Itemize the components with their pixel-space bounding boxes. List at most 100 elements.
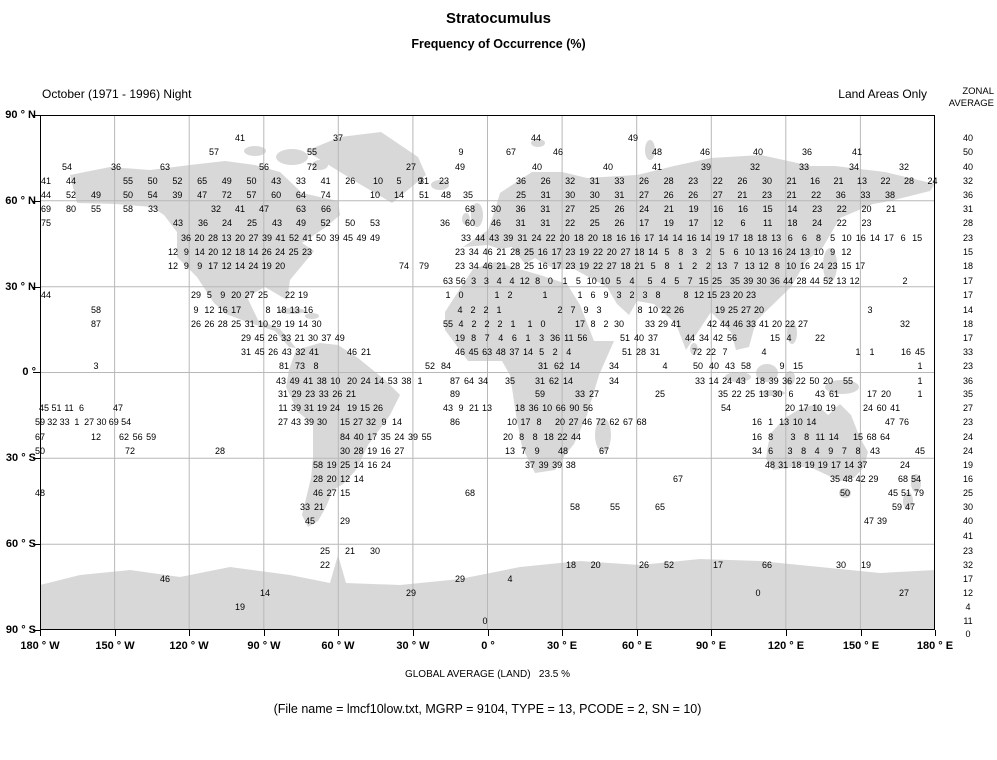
zonal-average-value: 16 bbox=[962, 474, 974, 484]
zonal-average-value: 32 bbox=[962, 560, 974, 570]
island-sumatra bbox=[725, 372, 751, 382]
continent-greenland bbox=[306, 132, 426, 203]
zonal-average-value: 31 bbox=[962, 204, 974, 214]
zonal-average-value: 18 bbox=[962, 261, 974, 271]
zonal-average-value: 4 bbox=[965, 602, 971, 612]
zonal-average-value: 18 bbox=[962, 319, 974, 329]
zonal-average-value: 24 bbox=[962, 446, 974, 456]
lon-tick bbox=[115, 630, 116, 636]
continent-australia bbox=[766, 404, 868, 481]
island-iceland bbox=[431, 180, 449, 190]
lon-axis-label: 180 ° E bbox=[916, 640, 954, 652]
global-average-text: GLOBAL AVERAGE (LAND) 23.5 % bbox=[404, 669, 571, 680]
lon-tick bbox=[562, 630, 563, 636]
island-java bbox=[759, 390, 785, 396]
zonal-average-value: 15 bbox=[962, 247, 974, 257]
zonal-average-value: 12 bbox=[962, 588, 974, 598]
island-new-guinea bbox=[825, 380, 859, 394]
lon-axis-label: 0 ° bbox=[481, 640, 495, 652]
zonal-average-value: 30 bbox=[962, 502, 974, 512]
page-subtitle: Frequency of Occurrence (%) bbox=[411, 37, 586, 51]
lat-tick bbox=[33, 630, 40, 631]
zonal-average-value: 40 bbox=[962, 133, 974, 143]
lon-tick bbox=[413, 630, 414, 636]
zonal-average-value: 50 bbox=[962, 147, 974, 157]
continent-eurasia bbox=[463, 155, 935, 350]
lon-axis-label: 90 ° W bbox=[247, 640, 281, 652]
island-arctic-2 bbox=[218, 165, 242, 177]
zonal-average-value: 23 bbox=[962, 417, 974, 427]
zonal-average-value: 35 bbox=[962, 389, 974, 399]
page-title: Stratocumulus bbox=[445, 10, 551, 27]
zonal-average-value: 32 bbox=[962, 176, 974, 186]
world-map bbox=[40, 115, 935, 630]
island-hispaniola bbox=[305, 313, 319, 319]
grid-lines bbox=[40, 115, 935, 630]
zonal-average-value: 17 bbox=[962, 574, 974, 584]
zonal-average-value: 24 bbox=[962, 432, 974, 442]
lat-axis-label: 90 ° N bbox=[5, 109, 36, 121]
lon-tick bbox=[935, 630, 936, 636]
island-philippines bbox=[787, 322, 797, 344]
zonal-average-value: 25 bbox=[962, 488, 974, 498]
lat-tick bbox=[33, 458, 40, 459]
lat-axis-label: 60 ° S bbox=[5, 538, 36, 550]
lon-tick bbox=[338, 630, 339, 636]
lat-tick bbox=[33, 115, 40, 116]
continent-south-america bbox=[286, 343, 400, 527]
zonal-average-value: 36 bbox=[962, 376, 974, 386]
zonal-average-value: 33 bbox=[962, 347, 974, 357]
lon-tick bbox=[488, 630, 489, 636]
lon-axis-label: 60 ° E bbox=[621, 640, 653, 652]
lon-axis-label: 120 ° W bbox=[169, 640, 209, 652]
zonal-average-value: 17 bbox=[962, 333, 974, 343]
lon-tick bbox=[786, 630, 787, 636]
lon-tick bbox=[861, 630, 862, 636]
lon-axis-label: 30 ° W bbox=[396, 640, 430, 652]
island-tasmania bbox=[839, 488, 851, 498]
lon-tick bbox=[264, 630, 265, 636]
lat-axis-label: 0 ° bbox=[22, 366, 36, 378]
zonal-header-line2: AVERAGE bbox=[948, 98, 994, 109]
island-madagascar bbox=[595, 418, 611, 452]
zonal-average-value: 17 bbox=[962, 276, 974, 286]
zonal-average-value: 41 bbox=[962, 531, 974, 541]
lon-axis-label: 30 ° E bbox=[546, 640, 578, 652]
lon-axis-label: 150 ° E bbox=[842, 640, 880, 652]
lon-axis-label: 180 ° W bbox=[20, 640, 60, 652]
zonal-average-value: 28 bbox=[962, 218, 974, 228]
island-new-zealand-south bbox=[903, 492, 913, 510]
area-label: Land Areas Only bbox=[838, 87, 927, 101]
zonal-average-value: 19 bbox=[962, 460, 974, 470]
island-sulawesi bbox=[785, 371, 795, 385]
zonal-average-value: 23 bbox=[962, 233, 974, 243]
zonal-average-value: 11 bbox=[963, 616, 973, 626]
lat-tick bbox=[33, 287, 40, 288]
lon-tick bbox=[189, 630, 190, 636]
zonal-average-header: ZONAL AVERAGE bbox=[949, 86, 994, 110]
lat-axis-label: 30 ° S bbox=[5, 452, 36, 464]
lat-axis-label: 30 ° N bbox=[5, 281, 36, 293]
zonal-average-value: 23 bbox=[962, 546, 974, 556]
island-japan bbox=[823, 248, 837, 282]
lon-axis-label: 60 ° W bbox=[321, 640, 355, 652]
file-info-text: (File name = lmcf10low.txt, MGRP = 9104,… bbox=[273, 702, 702, 716]
island-baffin bbox=[276, 149, 308, 165]
lat-tick bbox=[33, 201, 40, 202]
lon-axis-label: 120 ° E bbox=[767, 640, 805, 652]
zonal-average-value: 36 bbox=[962, 190, 974, 200]
island-new-zealand-north bbox=[911, 474, 921, 492]
lon-axis-label: 90 ° E bbox=[695, 640, 727, 652]
island-arctic-3 bbox=[312, 160, 328, 170]
zonal-average-value: 14 bbox=[962, 305, 974, 315]
map-border bbox=[40, 115, 935, 630]
zonal-average-value: 0 bbox=[965, 629, 971, 639]
lat-axis-label: 60 ° N bbox=[5, 195, 36, 207]
zonal-average-value: 40 bbox=[962, 162, 974, 172]
zonal-header-line1: ZONAL bbox=[962, 86, 994, 97]
lon-tick bbox=[40, 630, 41, 636]
island-arctic-1 bbox=[244, 146, 266, 156]
lat-tick bbox=[33, 372, 40, 373]
period-label: October (1971 - 1996) Night bbox=[42, 87, 192, 101]
lat-axis-label: 90 ° S bbox=[5, 624, 36, 636]
